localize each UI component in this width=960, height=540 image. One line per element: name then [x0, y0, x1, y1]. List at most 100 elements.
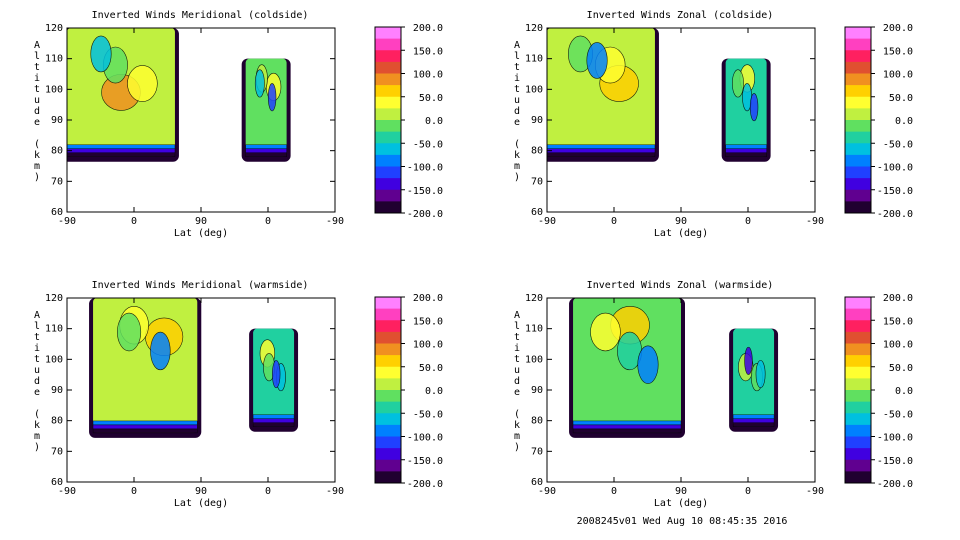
colorbar-tick-label: 150.0: [413, 46, 443, 57]
y-axis-label-char: A: [514, 310, 520, 321]
y-tick-label: 100: [525, 354, 543, 365]
colorbar-segment: [845, 120, 871, 133]
region-a-contour: [150, 331, 171, 371]
colorbar-segment: [375, 85, 401, 98]
colorbar-segment: [845, 459, 871, 472]
region-a: [547, 28, 659, 162]
region-a-band: [547, 148, 656, 154]
colorbar-segment: [845, 61, 871, 74]
y-tick-label: 100: [45, 84, 63, 95]
colorbar-segment: [375, 61, 401, 74]
region-a-band: [547, 152, 656, 158]
colorbar-tick-label: 200.0: [883, 293, 913, 304]
panel-title: Inverted Winds Meridional (coldside): [92, 10, 309, 21]
y-tick-label: 120: [525, 293, 543, 304]
y-axis-label-char: ): [34, 442, 40, 453]
y-axis-label-char: t: [34, 84, 40, 95]
y-axis-label-char: i: [34, 343, 40, 354]
colorbar-tick-label: -200.0: [407, 479, 443, 490]
colorbar-segment: [375, 166, 401, 179]
y-tick-label: 70: [51, 446, 63, 457]
y-axis-label-char: k: [514, 420, 520, 431]
data-layer: [569, 298, 779, 438]
y-axis-label-char: ): [34, 172, 40, 183]
x-tick-label: 0: [611, 486, 617, 497]
x-tick-label: -90: [326, 216, 344, 227]
colorbar-segment: [845, 108, 871, 121]
region-b: [249, 328, 299, 432]
panel-meridional-coldside: Inverted Winds Meridional (coldside) -90 0…: [34, 10, 443, 239]
y-tick-label: 100: [525, 84, 543, 95]
y-axis-label-char: [34, 128, 40, 139]
region-a-band: [572, 420, 682, 426]
colorbar-segment: [845, 166, 871, 179]
y-tick-label: 110: [45, 324, 63, 335]
colorbar-segment: [845, 131, 871, 144]
region-b-contour: [731, 69, 744, 98]
y-tick-label: 80: [51, 146, 63, 157]
region-a-contour: [590, 312, 621, 352]
y-axis-label-char: t: [514, 332, 520, 343]
y-axis-label-char: A: [34, 310, 40, 321]
y-tick-label: 60: [51, 477, 63, 488]
region-b: [729, 328, 779, 432]
region-b-band: [245, 148, 287, 154]
y-axis-label-char: (: [514, 409, 520, 420]
colorbar-tick-label: -50.0: [883, 139, 913, 150]
panel-title: Inverted Winds Meridional (warmside): [92, 280, 309, 291]
region-b: [721, 58, 771, 162]
colorbar-segment: [375, 343, 401, 356]
region-b-band: [725, 144, 767, 150]
region-a: [67, 28, 179, 162]
colorbar-tick-label: 50.0: [889, 363, 913, 374]
y-axis-label-char: ): [514, 172, 520, 183]
colorbar-tick-label: -100.0: [407, 433, 443, 444]
y-axis-label-char: u: [514, 95, 520, 106]
panel-meridional-warmside: Inverted Winds Meridional (warmside) -90 0…: [34, 280, 443, 509]
x-tick-label: -90: [538, 216, 556, 227]
region-a-contour: [127, 65, 158, 102]
colorbar-segment: [845, 436, 871, 449]
colorbar-segment: [375, 471, 401, 484]
colorbar-tick-label: 200.0: [413, 23, 443, 34]
x-axis-label: Lat (deg): [174, 498, 228, 509]
region-b-band: [245, 144, 287, 150]
colorbar-tick-label: 0.0: [895, 386, 913, 397]
x-axis-label: Lat (deg): [654, 228, 708, 239]
colorbar: 200.0 150.0 100.0 50.0 0.0 -50.0 -100.0 -150.0 -…: [374, 293, 443, 490]
region-a-band: [92, 420, 198, 426]
colorbar-segment: [845, 154, 871, 167]
colorbar-segment: [845, 297, 871, 310]
y-tick-label: 110: [45, 54, 63, 65]
colorbar-tick-label: -100.0: [877, 163, 913, 174]
colorbar-segment: [375, 73, 401, 86]
y-tick-label: 70: [531, 446, 543, 457]
y-axis-label-char: m: [34, 431, 40, 442]
region-a-contour: [637, 345, 659, 384]
colorbar-segment: [845, 73, 871, 86]
colorbar-segment: [375, 366, 401, 379]
x-tick-label: -90: [326, 486, 344, 497]
y-axis-label-char: m: [34, 161, 40, 172]
colorbar-tick-label: -50.0: [413, 139, 443, 150]
x-tick-label: 90: [675, 216, 687, 227]
y-tick-label: 120: [45, 23, 63, 34]
y-tick-label: 90: [51, 385, 63, 396]
colorbar-segment: [375, 401, 401, 414]
colorbar-segment: [375, 154, 401, 167]
colorbar-segment: [845, 85, 871, 98]
colorbar: 200.0 150.0 100.0 50.0 0.0 -50.0 -100.0 -150.0 -…: [374, 23, 443, 220]
y-axis-label-char: t: [34, 62, 40, 73]
x-tick-label: 0: [131, 216, 137, 227]
colorbar-tick-label: -150.0: [407, 186, 443, 197]
colorbar-tick-label: 50.0: [419, 93, 443, 104]
colorbar-segment: [845, 448, 871, 461]
y-axis-label-char: l: [514, 321, 520, 332]
y-tick-label: 60: [51, 207, 63, 218]
y-tick-label: 80: [531, 146, 543, 157]
region-b-contour: [272, 360, 281, 389]
colorbar-tick-label: -150.0: [877, 456, 913, 467]
colorbar-tick-label: 100.0: [883, 70, 913, 81]
y-tick-label: 80: [531, 416, 543, 427]
